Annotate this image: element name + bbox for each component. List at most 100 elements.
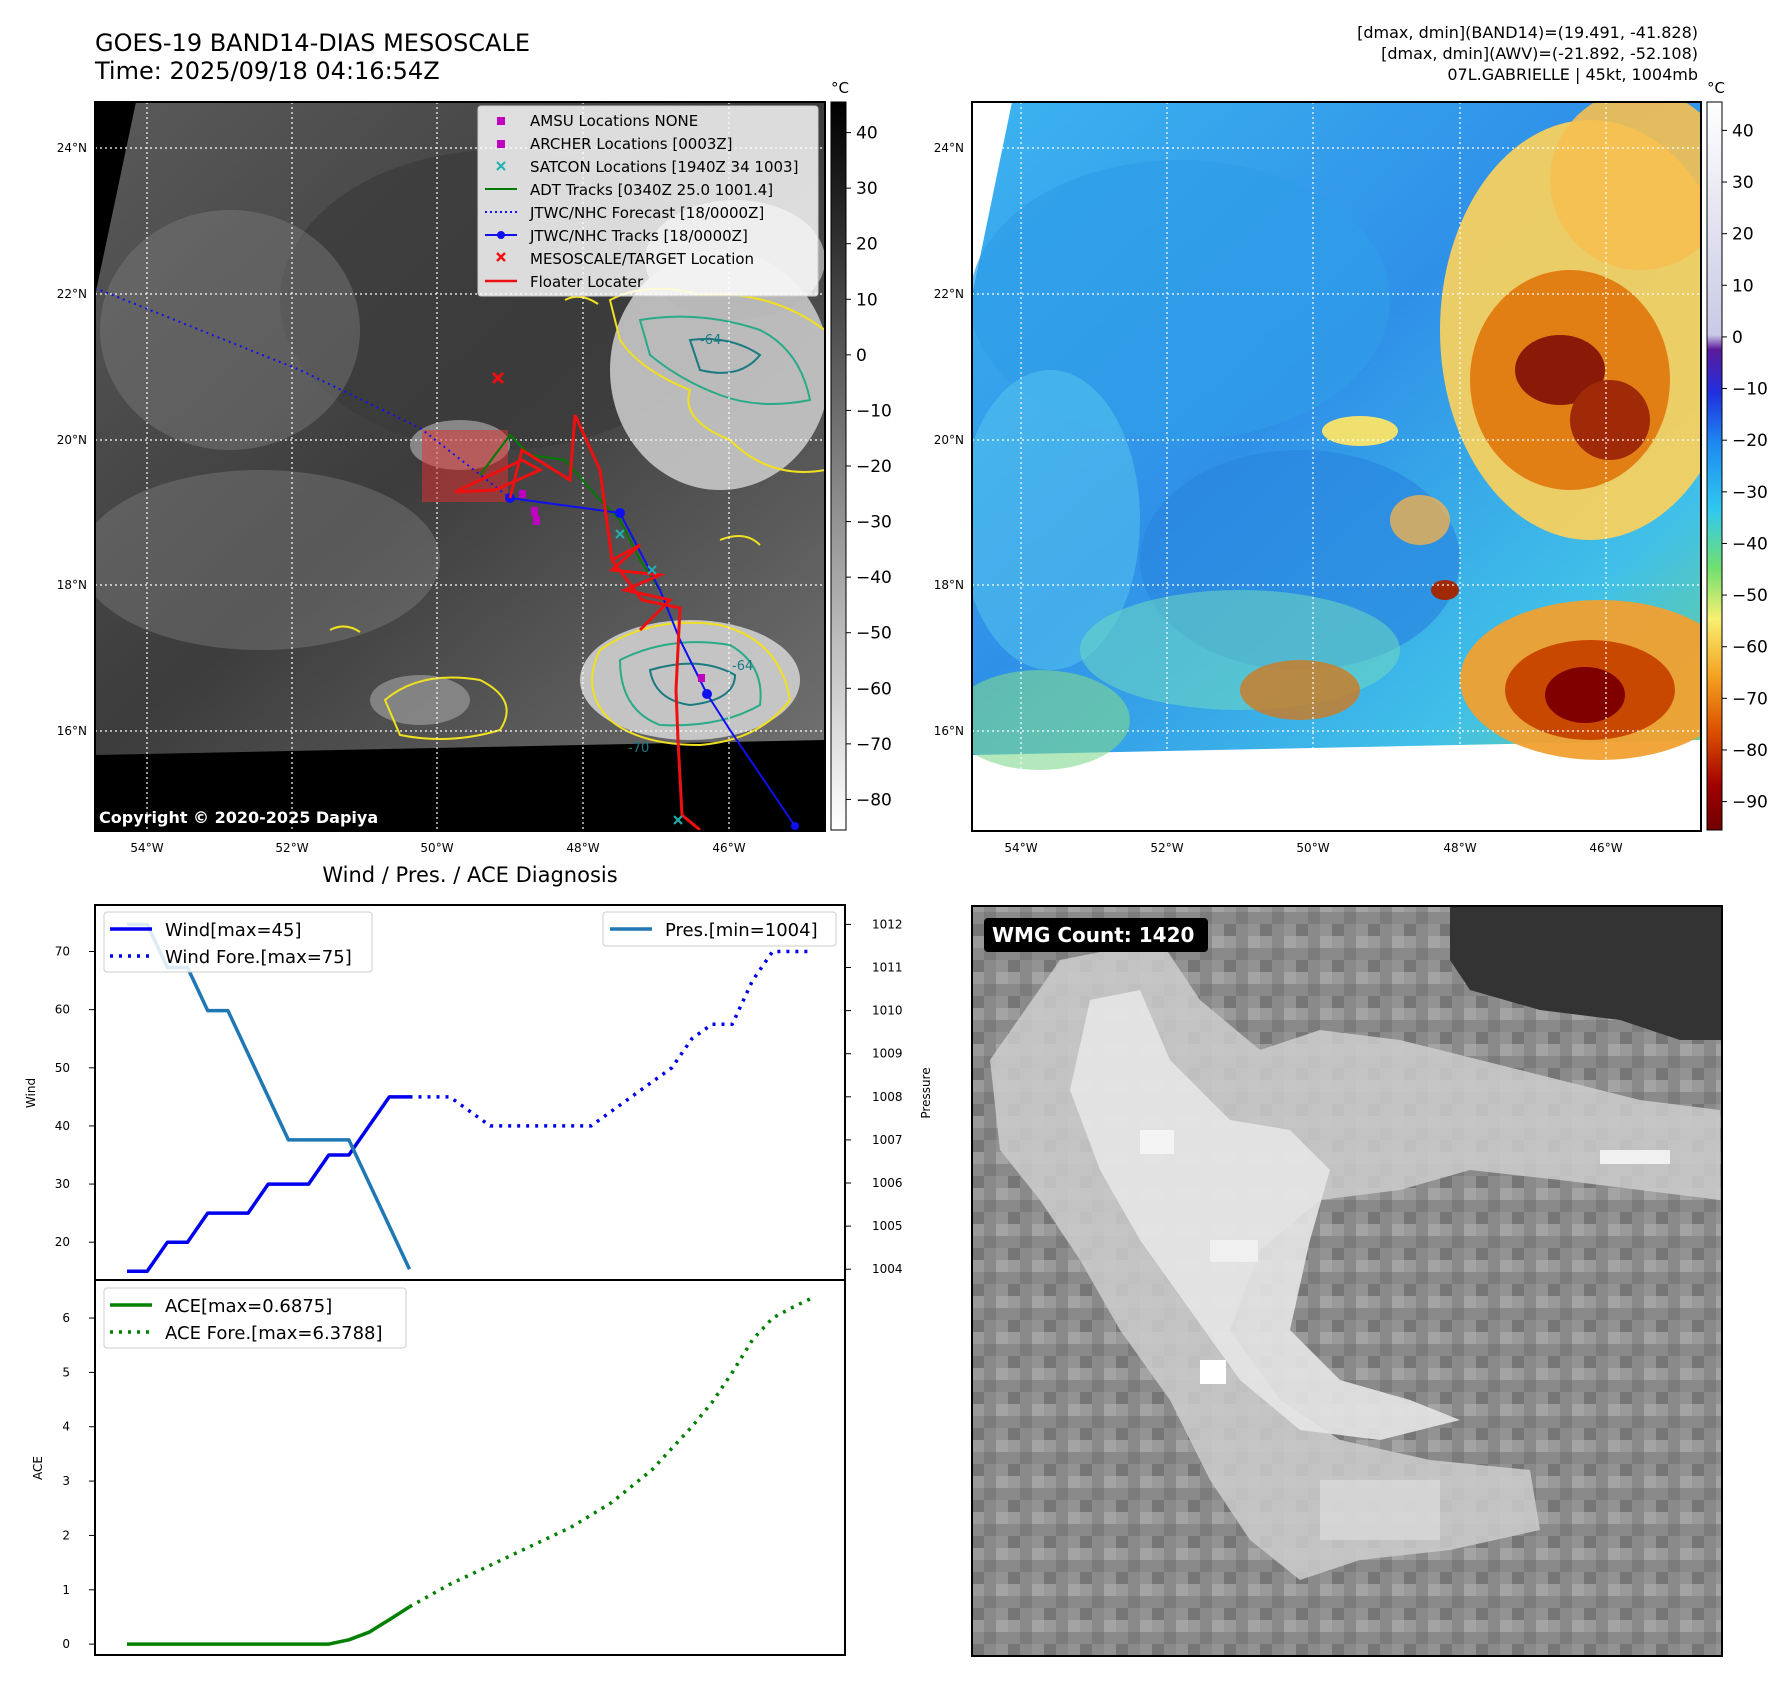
ace-fore-legend-label: ACE Fore.[max=6.3788] [165,1323,383,1344]
wmg-count-box [984,918,1208,952]
info-awv: [dmax, dmin](AWV)=(-21.892, -52.108) [1381,44,1698,63]
ir-colorbar-tick-label: −40 [856,568,892,588]
wv-colorbar [1706,101,1723,831]
ir-colorbar-tick-label: −70 [856,735,892,755]
ir-colorbar-unit: °C [831,79,849,97]
ir-panel: -64 -64 -70 [57,79,892,855]
ace-ticks: 0 1 2 3 4 5 6 [62,1311,95,1651]
wind-tick-label: 20 [55,1235,70,1249]
pressure-tick-label: 1004 [872,1262,903,1276]
copyright: Copyright © 2020-2025 Dapiya [99,808,378,827]
ir-colorbar-tick-label: 10 [856,290,878,310]
pressure-tick-label: 1011 [872,961,903,975]
ace-tick-label: 0 [62,1637,70,1651]
ace-tick-label: 1 [62,1583,70,1597]
wind-tick-label: 40 [55,1119,70,1133]
wv-colorbar-tick-label: −80 [1732,741,1768,761]
wv-colorbar-tick-label: −20 [1732,431,1768,451]
ace-tick-label: 3 [62,1474,70,1488]
contour-label-3: -70 [628,741,649,756]
wv-colorbar-unit: °C [1707,79,1725,97]
pressure-tick-label: 1008 [872,1090,903,1104]
wv-lon-label: 50°W [1296,841,1329,855]
wv-imagery [972,102,1701,831]
ir-lat-label: 20°N [57,433,87,447]
ir-lon-label: 54°W [130,841,163,855]
wv-colorbar-tick-label: −40 [1732,534,1768,554]
ir-colorbar [830,101,847,831]
pressure-tick-label: 1012 [872,917,903,931]
pressure-tick-label: 1009 [872,1047,903,1061]
wv-lat-label: 16°N [934,724,964,738]
ace-tick-label: 5 [62,1365,70,1379]
figure-time: Time: 2025/09/18 04:16:54Z [94,57,440,85]
wv-lon-label: 48°W [1443,841,1476,855]
wv-lon-labels: 54°W 52°W 50°W 48°W 46°W [1004,841,1622,855]
wmg-imagery [972,906,1722,1656]
ir-lon-labels: 54°W 52°W 50°W 48°W 46°W [130,841,745,855]
wind-series-forecast-line [409,949,813,1128]
wind-fore-legend-label: Wind Fore.[max=75] [165,947,352,968]
pressure-tick-label: 1006 [872,1176,903,1190]
legend-amsu-marker [497,117,505,125]
diagnosis-chart: Wind / Pres. / ACE Diagnosis 20304050607… [24,863,933,1656]
wv-lat-label: 24°N [934,141,964,155]
ir-colorbar-tick-label: 30 [856,179,878,199]
archer-marker [519,490,526,498]
legend-amsu-label: AMSU Locations NONE [530,112,698,130]
legend-floater-label: Floater Locater [530,273,644,291]
figure-title: GOES-19 BAND14-DIAS MESOSCALE [95,29,530,57]
wv-colorbar-tick-label: 0 [1732,328,1743,348]
ir-lat-label: 18°N [57,578,87,592]
info-band14: [dmax, dmin](BAND14)=(19.491, -41.828) [1357,23,1698,42]
ir-colorbar-tick-label: 40 [856,124,878,144]
pressure-legend: Pres.[min=1004] [602,911,837,947]
pressure-ticks: 1004 1005 1006 1007 1008 1009 1010 1011 1012 [845,917,903,1276]
wv-colorbar-tick-label: −60 [1732,638,1768,658]
ir-colorbar-tick-label: −50 [856,624,892,644]
legend-adt-label: ADT Tracks [0340Z 25.0 1001.4] [530,181,773,199]
ir-colorbar-tick-label: −20 [856,457,892,477]
pressure-ylabel: Pressure [919,1067,933,1118]
satcon-markers [615,529,683,825]
info-storm: 07L.GABRIELLE | 45kt, 1004mb [1447,65,1698,84]
wv-colorbar-ticks: 40 30 20 10 0 −10 −20 −30 −40 −50 −60 −70 −80 −90 [1722,121,1768,813]
ir-lat-label: 22°N [57,287,87,301]
pressure-tick-label: 1005 [872,1219,903,1233]
legend-nhc-label: JTWC/NHC Tracks [18/0000Z] [529,227,748,245]
wv-colorbar-tick-label: 30 [1732,173,1754,193]
ir-colorbar-tick-label: 20 [856,235,878,255]
ace-legend-label: ACE[max=0.6875] [165,1296,332,1317]
ir-lon-label: 52°W [275,841,308,855]
chart-title: Wind / Pres. / ACE Diagnosis [322,863,617,887]
wv-colorbar-tick-label: −30 [1732,483,1768,503]
ir-colorbar-tick-label: −10 [856,401,892,421]
pressure-legend-label: Pres.[min=1004] [665,920,818,941]
ir-colorbar-tick-label: −60 [856,679,892,699]
wind-series-observed-line [127,1095,410,1274]
wv-lat-labels: 24°N 22°N 20°N 18°N 16°N [934,141,964,738]
wind-legend: Wind[max=45] Wind Fore.[max=75] [103,911,373,973]
ir-colorbar-tick-label: 0 [856,346,867,366]
map-legend: AMSU Locations NONE ARCHER Locations [00… [477,105,819,297]
ace-ylabel: ACE [31,1456,45,1480]
legend-archer-marker [497,140,505,148]
ir-colorbar-tick-label: −30 [856,513,892,533]
wmg-count-label: WMG Count: 1420 [992,923,1194,947]
wv-colorbar-tick-label: −50 [1732,586,1768,606]
wv-colorbar-tick-label: −90 [1732,793,1768,813]
legend-nhc-line [485,231,517,239]
ir-lon-label: 46°W [712,841,745,855]
ace-series-forecast-line [408,1295,814,1609]
legend-target-label: MESOSCALE/TARGET Location [530,250,754,268]
ir-colorbar-ticks: 40 30 20 10 0 −10 −20 −30 −40 −50 −60 −70 −80 [846,124,892,810]
wv-lat-label: 18°N [934,578,964,592]
ir-lon-label: 50°W [420,841,453,855]
wv-lon-label: 46°W [1589,841,1622,855]
wv-panel: 24°N 22°N 20°N 18°N 16°N 54°W 52°W 50°W … [934,79,1768,855]
contour-label-2: -64 [732,659,753,674]
ir-lat-label: 24°N [57,141,87,155]
wv-lon-label: 52°W [1150,841,1183,855]
wmg-panel: WMG Count: 1420 [971,905,1723,1657]
wv-lat-label: 22°N [934,287,964,301]
